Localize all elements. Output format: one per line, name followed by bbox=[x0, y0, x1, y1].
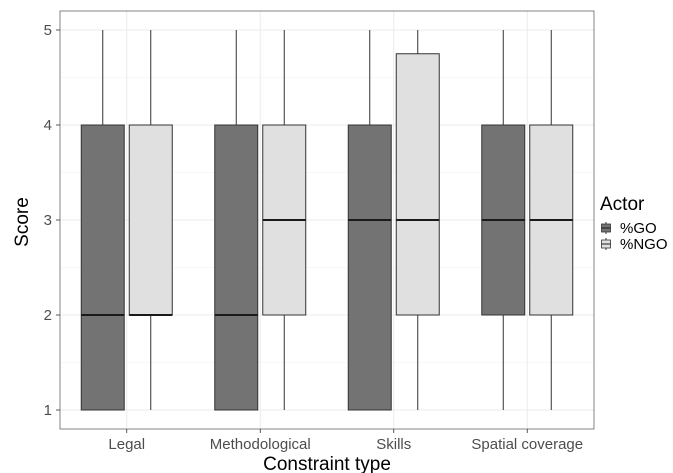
box-go-methodological bbox=[214, 30, 259, 411]
box-body bbox=[80, 124, 125, 411]
y-tick-label: 4 bbox=[44, 117, 52, 134]
box-plot-area bbox=[80, 30, 574, 411]
legend-item-go: %GO bbox=[601, 220, 657, 237]
y-tick-label: 3 bbox=[44, 212, 52, 229]
legend: Actor %GO%NGO bbox=[600, 194, 668, 253]
box-body bbox=[347, 124, 392, 411]
box-go-skills bbox=[347, 30, 392, 411]
y-tick-label: 1 bbox=[44, 402, 52, 419]
legend-label: %GO bbox=[620, 220, 657, 237]
legend-item-ngo: %NGO bbox=[601, 236, 668, 253]
x-tick-label: Skills bbox=[376, 436, 411, 453]
box-ngo-methodological bbox=[262, 30, 307, 410]
axes: 1 2 3 4 5 Legal Methodological Skills Spatial co… bbox=[44, 22, 583, 453]
legend-label: %NGO bbox=[620, 236, 668, 253]
y-axis-title: Score bbox=[12, 197, 33, 247]
box-body bbox=[128, 124, 173, 316]
x-tick-label: Spatial coverage bbox=[471, 436, 583, 453]
y-tick-label: 2 bbox=[44, 307, 52, 324]
x-tick-label: Methodological bbox=[210, 436, 311, 453]
x-tick-label: Legal bbox=[108, 436, 145, 453]
box-body bbox=[395, 53, 440, 316]
box-ngo-spatial-coverage bbox=[529, 30, 574, 410]
y-tick-label: 5 bbox=[44, 22, 52, 39]
legend-title: Actor bbox=[600, 194, 645, 215]
box-ngo-skills bbox=[395, 30, 440, 410]
box-ngo-legal bbox=[128, 30, 173, 410]
box-body bbox=[214, 124, 259, 411]
x-axis-title: Constraint type bbox=[263, 454, 391, 473]
box-go-legal bbox=[80, 30, 125, 411]
box-go-spatial-coverage bbox=[481, 30, 526, 410]
